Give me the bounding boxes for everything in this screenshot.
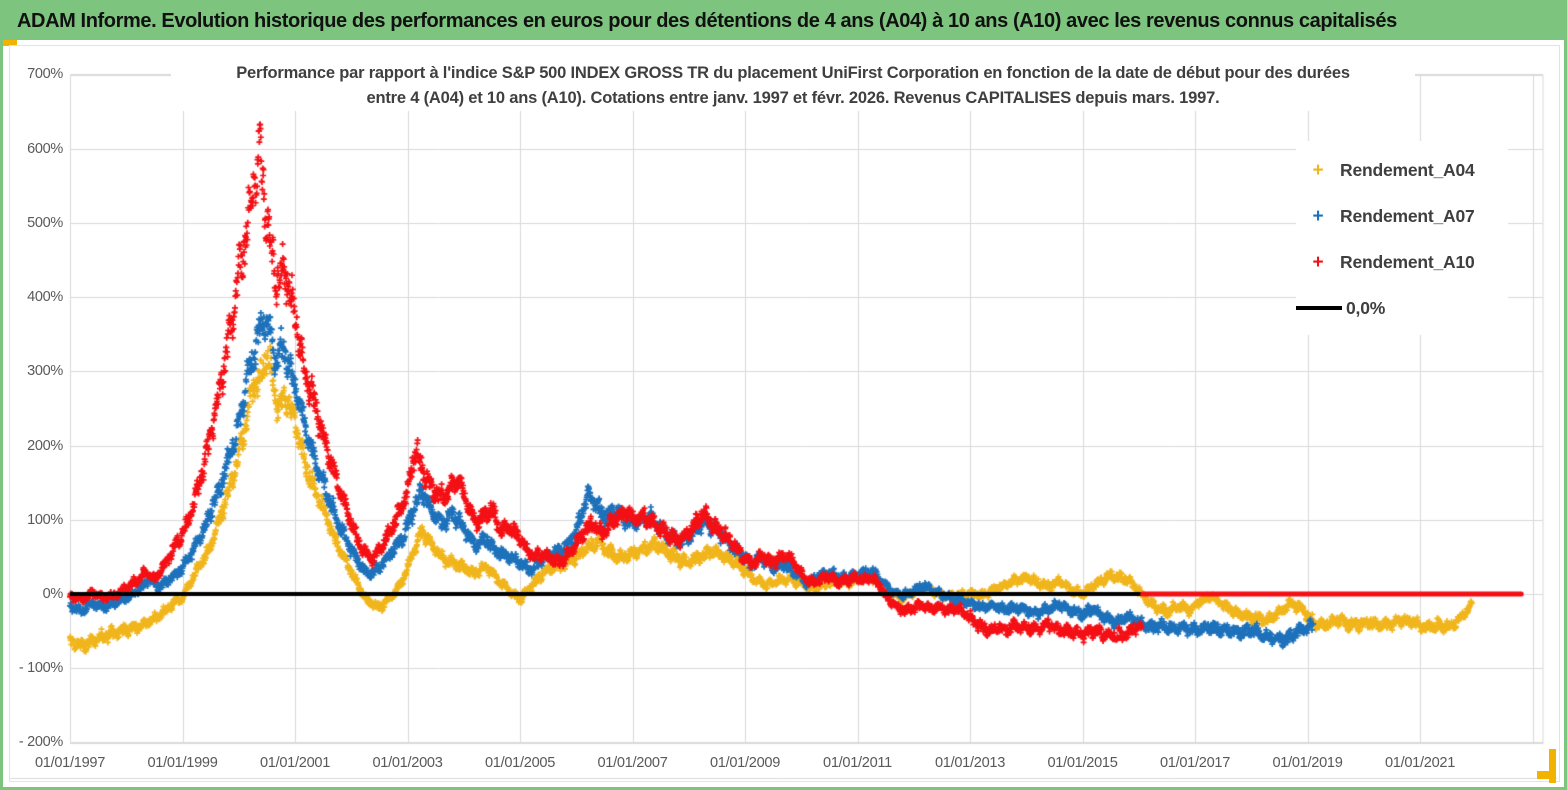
x-tick-label: 01/01/2019 (1272, 755, 1343, 771)
x-tick-label: 01/01/2005 (484, 755, 556, 771)
x-tick-label: 01/01/2021 (1384, 755, 1456, 771)
y-tick-label: - 100% (18, 660, 63, 677)
y-tick-label: 500% (27, 214, 63, 231)
selection-handle-bottom-right-2[interactable] (1537, 771, 1556, 779)
y-axis-labels: 700% 600% 500% 400% 300% 200% 100% 0% - 100% - 20… (3, 3, 64, 787)
legend-item[interactable]: + Rendement_A04 (1296, 147, 1508, 193)
x-tick-label: 01/01/2001 (259, 755, 331, 771)
legend-label: Rendement_A04 (1340, 159, 1475, 180)
x-tick-label: 01/01/1999 (147, 755, 218, 771)
x-tick-label: 01/01/2009 (709, 755, 781, 771)
y-tick-label: 100% (27, 511, 63, 528)
performance-scatter-plot[interactable] (3, 3, 1564, 787)
legend-item[interactable]: 0,0% (1296, 285, 1508, 331)
chart-title: Performance par rapport à l'indice S&P 5… (171, 61, 1415, 111)
legend-plus-marker-icon: + (1312, 159, 1324, 181)
legend-plus-marker-icon: + (1312, 205, 1324, 227)
x-tick-label: 01/01/1997 (34, 755, 106, 771)
selection-handle-bottom-right[interactable] (1549, 749, 1556, 783)
x-tick-label: 01/01/2015 (1047, 755, 1118, 771)
legend-label: Rendement_A07 (1340, 205, 1475, 226)
y-tick-label: 200% (27, 437, 63, 454)
legend-item[interactable]: + Rendement_A10 (1296, 239, 1508, 285)
x-tick-label: 01/01/2007 (597, 755, 668, 771)
y-tick-label: 400% (27, 289, 63, 306)
legend-plus-marker-icon: + (1312, 251, 1324, 273)
chart-legend[interactable]: + Rendement_A04 + Rendement_A07 + Rendement_A… (1296, 141, 1508, 335)
y-tick-label: 0% (42, 586, 64, 602)
legend-label: Rendement_A10 (1340, 251, 1475, 272)
x-axis-labels: 01/01/1997 01/01/1999 01/01/2001 01/01/2003… (3, 3, 1564, 787)
x-tick-label: 01/01/2003 (372, 755, 443, 771)
legend-line-marker-icon (1296, 306, 1342, 310)
y-tick-label: 300% (27, 363, 63, 380)
x-tick-label: 01/01/2017 (1159, 755, 1231, 771)
chart-title-line1: Performance par rapport à l'indice S&P 5… (236, 64, 1350, 82)
x-tick-label: 01/01/2011 (823, 755, 892, 771)
chart-title-line2: entre 4 (A04) et 10 ans (A10). Cotations… (366, 89, 1220, 107)
y-tick-label: 700% (27, 66, 63, 83)
y-tick-label: - 200% (18, 734, 63, 751)
y-tick-label: 600% (27, 140, 63, 157)
legend-label: 0,0% (1346, 297, 1386, 318)
legend-item[interactable]: + Rendement_A07 (1296, 193, 1508, 239)
x-tick-label: 01/01/2013 (934, 755, 1006, 771)
